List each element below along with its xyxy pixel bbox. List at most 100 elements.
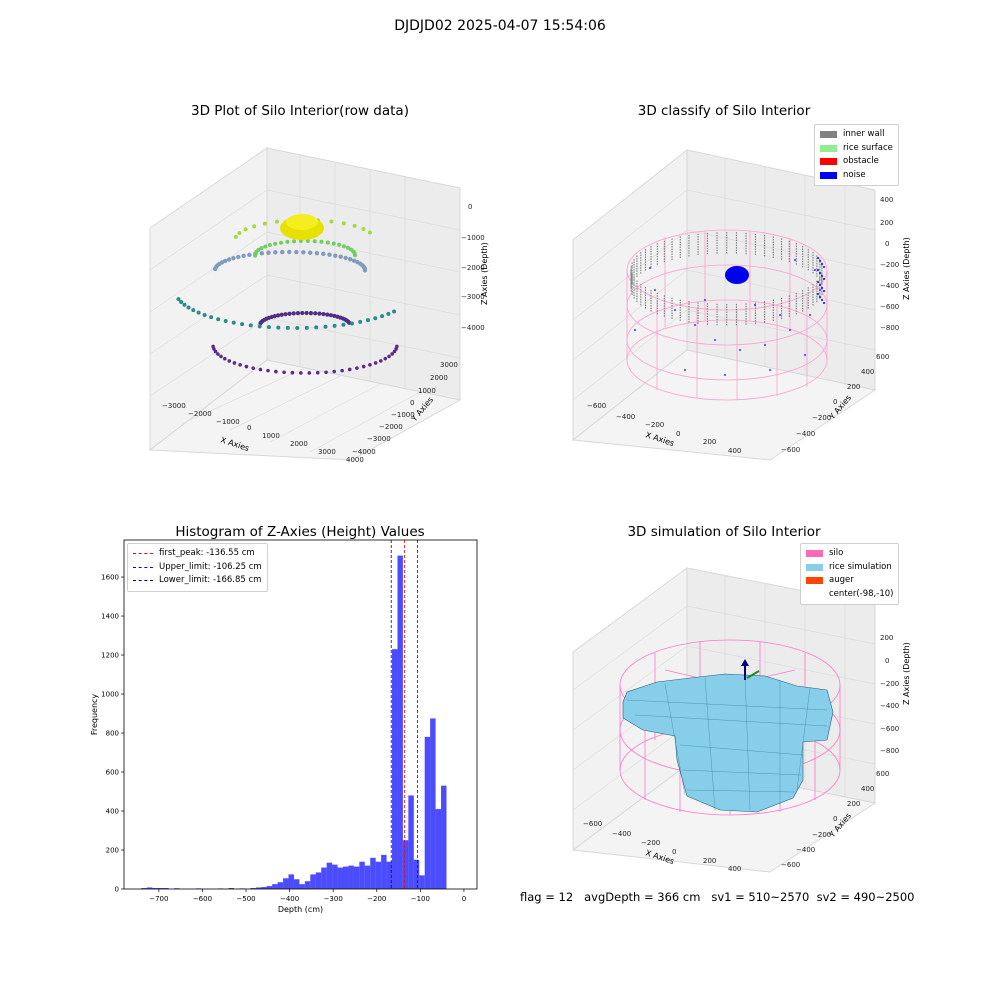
classify-3d-plot[interactable]: −600 −400 −200 0 200 400 X Axies 600 400… bbox=[565, 140, 925, 470]
raw-scatter-point bbox=[231, 320, 236, 325]
svg-text:−4000: −4000 bbox=[352, 448, 376, 456]
svg-text:2000: 2000 bbox=[430, 374, 448, 382]
histogram-bar bbox=[310, 874, 316, 889]
raw-scatter-point bbox=[304, 310, 309, 316]
svg-text:−200: −200 bbox=[880, 261, 899, 269]
svg-text:0: 0 bbox=[833, 398, 837, 406]
svg-text:3000: 3000 bbox=[318, 448, 336, 456]
raw-scatter-point bbox=[285, 239, 290, 244]
svg-text:4000: 4000 bbox=[346, 456, 364, 464]
raw-scatter-point bbox=[241, 253, 246, 259]
svg-text:−4000: −4000 bbox=[461, 324, 485, 332]
raw-scatter-point bbox=[267, 243, 272, 248]
raw-xtick-labels: −3000 −2000 −1000 0 1000 2000 3000 4000 bbox=[162, 402, 364, 464]
classify-noise-point bbox=[804, 354, 806, 356]
histogram-bar bbox=[157, 888, 164, 889]
raw-scatter-point bbox=[378, 359, 383, 363]
histogram-xticks: −700 −600 −500 −400 −300 −200 −100 0 bbox=[149, 889, 466, 903]
raw-scatter-point bbox=[325, 240, 330, 245]
raw-scatter-point bbox=[315, 370, 320, 375]
histogram-chart[interactable]: −700 −600 −500 −400 −300 −200 −100 0 0 200 400 600… bbox=[70, 535, 490, 920]
histogram-legend: first_peak: -136.55 cm Upper_limit: -106… bbox=[127, 543, 268, 592]
svg-text:400: 400 bbox=[728, 447, 741, 455]
raw-scatter-point bbox=[252, 224, 257, 229]
classify-noise-point bbox=[779, 314, 781, 316]
raw-scatter-point bbox=[352, 253, 357, 258]
raw-scatter-point bbox=[373, 316, 378, 321]
classify-noise-point bbox=[754, 304, 756, 306]
classify-noise-cluster bbox=[725, 266, 749, 284]
raw-scatter-point bbox=[179, 299, 184, 304]
svg-text:−1000: −1000 bbox=[216, 418, 240, 426]
svg-text:−600: −600 bbox=[781, 861, 800, 869]
histogram-xtick-label: −300 bbox=[324, 895, 343, 903]
raw-pane-floor bbox=[148, 359, 462, 461]
raw-scatter-point bbox=[347, 257, 353, 262]
classify-noise-point bbox=[769, 369, 771, 371]
sim-auger-marker bbox=[746, 670, 760, 679]
raw-scatter-point bbox=[386, 311, 391, 316]
raw-scatter-point bbox=[305, 239, 310, 244]
raw-scatter-point bbox=[227, 359, 232, 363]
raw-scatter-point bbox=[304, 325, 309, 330]
raw-scatter-point bbox=[236, 254, 241, 260]
simulation-3d-plot[interactable]: −600 −400 −200 0 200 400 X Axies 600 400… bbox=[565, 560, 925, 880]
classify-pane-back bbox=[686, 149, 876, 391]
svg-text:0: 0 bbox=[410, 399, 414, 407]
svg-text:−2000: −2000 bbox=[188, 410, 212, 418]
classify-noise-point bbox=[821, 263, 823, 265]
classify-noise-point bbox=[821, 287, 823, 289]
classify-ytick-labels: 600 400 200 0 −200 −400 −600 bbox=[781, 353, 889, 454]
histogram-bar bbox=[141, 888, 147, 889]
classify-noise-point bbox=[819, 296, 821, 298]
raw-scatter-point bbox=[373, 361, 378, 365]
raw-scatter-point bbox=[262, 221, 267, 226]
legend-swatch bbox=[806, 591, 823, 598]
raw-scatter-point bbox=[347, 367, 352, 372]
histogram-bar bbox=[419, 875, 425, 889]
svg-text:−800: −800 bbox=[880, 324, 899, 332]
raw-scatter-point bbox=[223, 356, 227, 361]
svg-text:−200: −200 bbox=[880, 680, 899, 688]
classify-legend: inner wall rice surface obstacle noise bbox=[814, 124, 899, 186]
raw-scatter-point bbox=[291, 311, 296, 316]
legend-item-rice-simulation: rice simulation bbox=[806, 561, 893, 575]
histogram-bar bbox=[381, 854, 387, 889]
classify-gridlines bbox=[572, 158, 876, 401]
histogram-ylabel: Frequency bbox=[90, 694, 99, 736]
classify-pane-floor bbox=[571, 349, 877, 461]
raw-scatter-point bbox=[295, 325, 300, 330]
svg-text:200: 200 bbox=[847, 800, 860, 808]
legend-item-auger: auger bbox=[806, 574, 893, 588]
legend-swatch bbox=[820, 131, 837, 139]
raw-scatter-point bbox=[317, 311, 322, 316]
raw-scatter-point bbox=[263, 244, 268, 249]
raw-scatter-point bbox=[352, 223, 357, 228]
raw-3d-plot[interactable]: −3000 −2000 −1000 0 1000 2000 3000 4000 … bbox=[140, 130, 500, 470]
raw-scatter-point bbox=[345, 245, 350, 250]
status-readout: flag = 12 avgDepth = 366 cm sv1 = 510~25… bbox=[520, 890, 915, 904]
histogram-bar bbox=[266, 886, 273, 889]
raw-zlabel: Z Axies (Depth) bbox=[480, 242, 489, 305]
classify-noise-point bbox=[654, 289, 656, 291]
legend-line bbox=[133, 553, 153, 555]
histogram-xtick-label: −700 bbox=[149, 895, 168, 903]
svg-text:0: 0 bbox=[676, 430, 680, 438]
sim-legend: silo rice simulation auger center(-98,-1… bbox=[800, 543, 900, 605]
raw-scatter-point bbox=[259, 246, 264, 251]
legend-swatch bbox=[820, 171, 837, 179]
raw-scatter-point bbox=[266, 368, 270, 373]
raw-scatter-point bbox=[273, 250, 278, 255]
classify-noise-point bbox=[789, 329, 791, 331]
histogram-bar bbox=[228, 888, 235, 889]
raw-scatter-point bbox=[243, 227, 248, 232]
raw-scatter-point bbox=[202, 312, 207, 317]
raw-scatter-point bbox=[332, 323, 337, 328]
histogram-bar bbox=[348, 865, 354, 889]
raw-scatter-point bbox=[392, 309, 397, 314]
histogram-title: Histogram of Z-Axies (Height) Values bbox=[175, 524, 425, 540]
legend-swatch bbox=[806, 550, 823, 558]
svg-text:2000: 2000 bbox=[290, 440, 308, 448]
raw-scatter-point bbox=[392, 349, 397, 354]
raw-scatter-point bbox=[279, 240, 284, 245]
